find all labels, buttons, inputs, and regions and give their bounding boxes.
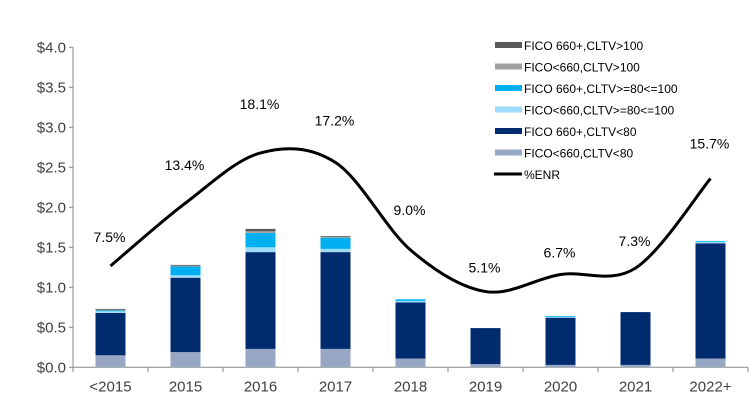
bar-segment — [695, 240, 726, 242]
legend-swatch — [495, 149, 522, 156]
y-tick-label: $0.0 — [37, 359, 66, 376]
y-tick-label: $1.0 — [37, 279, 66, 296]
bar-segment — [320, 348, 351, 368]
bar-segment — [320, 237, 351, 249]
enr-data-label: 17.2% — [315, 113, 355, 129]
bar-segment — [245, 247, 276, 253]
bar-segment — [170, 277, 201, 353]
bar-segment — [170, 352, 201, 368]
bar-segment — [545, 316, 576, 318]
bar-segment — [320, 236, 351, 238]
legend-label: FICO<660,CLTV>100 — [524, 61, 640, 75]
y-tick-label: $0.5 — [37, 319, 66, 336]
bar-segment — [95, 308, 126, 310]
bar-segment — [320, 236, 351, 237]
y-tick-label: $3.0 — [37, 119, 66, 136]
bar-segment — [245, 231, 276, 233]
bar-segment — [395, 299, 426, 301]
legend-label: FICO 660+,CLTV>=80<=100 — [524, 82, 678, 96]
x-tick-label: 2015 — [169, 378, 202, 395]
bar-segment — [320, 252, 351, 349]
x-tick-label: 2016 — [244, 378, 277, 395]
y-tick-label: $3.5 — [37, 79, 66, 96]
enr-data-label: 7.5% — [94, 229, 126, 245]
enr-data-label: 6.7% — [544, 245, 576, 261]
legend-swatch — [495, 128, 522, 134]
bar-segment — [545, 317, 576, 365]
bar-segment — [170, 265, 201, 267]
x-tick-label: 2022+ — [689, 378, 731, 395]
bar-segment — [395, 300, 426, 303]
bar-segment — [320, 248, 351, 253]
enr-line — [109, 147, 712, 294]
y-tick-label: $2.0 — [37, 199, 66, 216]
bar-segment — [95, 311, 126, 313]
bar-segment — [695, 243, 726, 359]
bar-segment — [95, 310, 126, 312]
bar-segment — [695, 358, 726, 368]
legend-label: FICO<660,CLTV<80 — [524, 147, 633, 161]
bar-segment — [545, 364, 576, 368]
x-tick-label: 2018 — [394, 378, 427, 395]
x-tick-label: 2017 — [319, 378, 352, 395]
bar-segment — [620, 364, 651, 368]
legend-label: FICO 660+,CLTV<80 — [524, 125, 637, 139]
legend-swatch — [495, 63, 522, 70]
bar-segment — [95, 309, 126, 311]
legend-swatch — [495, 106, 522, 113]
legend-label: FICO<660,CLTV>=80<=100 — [524, 104, 675, 118]
y-tick-label: $2.5 — [37, 159, 66, 176]
bar-segment — [620, 312, 651, 365]
legend-swatch — [495, 85, 522, 91]
bar-segment — [245, 232, 276, 248]
bar-segment — [245, 252, 276, 349]
bar-segment — [95, 312, 126, 356]
enr-data-label: 18.1% — [240, 96, 280, 112]
enr-data-label: 9.0% — [394, 202, 426, 218]
enr-data-label: 5.1% — [469, 260, 501, 276]
legend-label: %ENR — [524, 168, 560, 182]
x-tick-label: 2021 — [619, 378, 652, 395]
legend-swatch — [495, 42, 522, 48]
x-tick-label: 2020 — [544, 378, 577, 395]
bar-segment — [95, 355, 126, 368]
bar-segment — [545, 316, 576, 317]
bar-segment — [170, 266, 201, 276]
bar-segment — [245, 348, 276, 368]
bar-segment — [170, 264, 201, 266]
x-tick-label: 2019 — [469, 378, 502, 395]
x-tick-label: <2015 — [89, 378, 131, 395]
bar-segment — [695, 241, 726, 244]
bar-segment — [470, 328, 501, 365]
y-tick-label: $4.0 — [37, 39, 66, 56]
enr-data-label: 7.3% — [619, 233, 651, 249]
enr-data-label: 13.4% — [165, 157, 205, 173]
bar-segment — [395, 358, 426, 368]
bar-segment — [470, 364, 501, 368]
enr-data-label: 15.7% — [690, 136, 730, 152]
bar-segment — [245, 228, 276, 232]
bar-segment — [395, 302, 426, 359]
y-tick-label: $1.5 — [37, 239, 66, 256]
legend-label: FICO 660+,CLTV>100 — [524, 39, 644, 53]
bar-segment — [170, 275, 201, 278]
